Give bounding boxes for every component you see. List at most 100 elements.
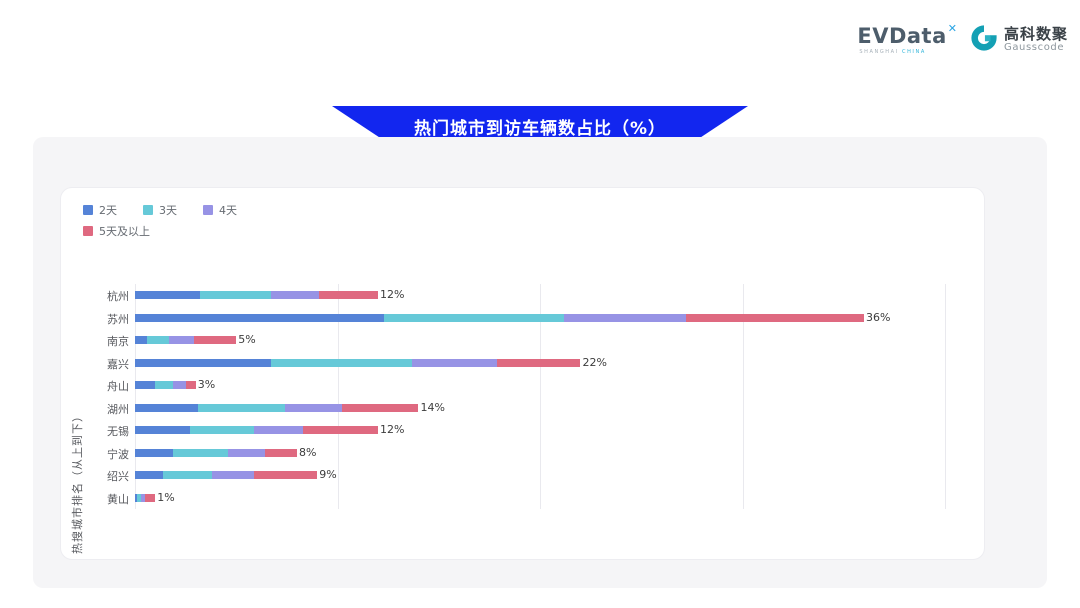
gausscode-g-icon [970, 24, 998, 56]
bar-segment-5天及以上 [319, 291, 378, 300]
total-value-label: 22% [582, 355, 607, 369]
bar-segment-4天 [412, 358, 498, 367]
bar-segment-4天 [270, 291, 320, 300]
content-panel: 2天 3天 4天 5天及以上 [33, 137, 1047, 588]
bar-segment-5天及以上 [685, 313, 864, 322]
bar-row: 12% [135, 423, 405, 437]
bar-row: 3% [135, 379, 215, 390]
total-value-label: 8% [298, 445, 317, 459]
legend-item-3days[interactable]: 3天 [143, 202, 177, 218]
bar-segment-2天 [135, 471, 164, 480]
legend-swatch-2days [83, 205, 93, 215]
chart-legend: 2天 3天 4天 5天及以上 [83, 202, 343, 244]
bar-segment-2天 [135, 291, 200, 300]
gausscode-logo: 高科数聚 Gausscode [970, 24, 1068, 56]
bar-segment-4天 [211, 471, 255, 480]
legend-item-2days[interactable]: 2天 [83, 202, 117, 218]
total-value-label: 5% [238, 333, 256, 347]
evdata-wordmark: EVData [857, 24, 947, 48]
bar-segment-2天 [135, 426, 190, 435]
evdata-subtext: SHANGHAI CHINA [859, 49, 956, 55]
total-value-label: 12% [379, 423, 405, 437]
category-label: 舟山 [107, 380, 129, 394]
category-label: 杭州 [107, 290, 129, 304]
category-label: 宁波 [107, 447, 129, 461]
bar-segment-5天及以上 [497, 358, 581, 367]
bar-segment-4天 [564, 313, 686, 322]
bar-segment-3天 [199, 291, 271, 300]
bar-segment-2天 [135, 403, 198, 412]
page-title: 热门城市到访车辆数占比（%） [413, 118, 667, 139]
bar-segment-2天 [135, 448, 174, 457]
chart-card: 2天 3天 4天 5天及以上 [60, 187, 985, 560]
bar-segment-2天 [135, 493, 138, 502]
total-value-label: 12% [379, 288, 405, 302]
bar-row: 36% [135, 310, 891, 324]
bar-segment-2天 [135, 313, 385, 322]
total-value-label: 36% [865, 310, 891, 324]
evdata-subtext-china: CHINA [901, 49, 926, 55]
legend-swatch-5days-plus [83, 226, 93, 236]
gridline-10 [337, 284, 339, 509]
bar-segment-5天及以上 [341, 403, 419, 412]
category-label: 绍兴 [107, 470, 129, 484]
bar-segment-3天 [270, 358, 413, 367]
bar-segment-3天 [155, 381, 174, 390]
bar-row: 14% [135, 400, 445, 414]
gridline-30 [742, 284, 744, 509]
gridline-40 [945, 284, 946, 509]
bar-row: 8% [135, 445, 317, 459]
category-label: 苏州 [107, 312, 129, 326]
legend-row-2: 5天及以上 [83, 223, 343, 239]
bar-segment-3天 [137, 493, 142, 502]
bar-segment-3天 [173, 448, 229, 457]
bar-segment-4天 [254, 426, 304, 435]
bar-segment-3天 [384, 313, 565, 322]
category-label: 黄山 [107, 492, 129, 506]
bar-row: 1% [135, 492, 175, 503]
bar-segment-5天及以上 [264, 448, 297, 457]
bar-row: 9% [135, 469, 337, 480]
gausscode-name-cn: 高科数聚 [1003, 24, 1068, 43]
bar-row: 22% [135, 355, 607, 369]
plot-area: 热搜城市排名（从上到下） 杭州 12% 苏州 36% 南京 5% 嘉兴 22% 舟山 3% 湖州 14… [71, 284, 946, 554]
bar-segment-3天 [197, 403, 285, 412]
gridline-20 [540, 284, 541, 509]
bar-segment-5天及以上 [193, 336, 237, 345]
legend-label-4days: 4天 [219, 204, 237, 217]
bar-segment-2天 [135, 381, 156, 390]
bar-segment-4天 [173, 381, 186, 390]
legend-label-3days: 3天 [159, 204, 177, 217]
bar-segment-4天 [284, 403, 342, 412]
legend-label-5days-plus: 5天及以上 [99, 225, 150, 238]
legend-item-5days-plus[interactable]: 5天及以上 [83, 223, 150, 239]
bar-segment-3天 [147, 336, 170, 345]
gausscode-names: 高科数聚 Gausscode [1003, 24, 1068, 53]
legend-label-2days: 2天 [99, 204, 117, 217]
category-label: 无锡 [107, 425, 129, 439]
bar-row: 5% [135, 333, 256, 347]
bar-segment-5天及以上 [303, 426, 378, 435]
evdata-subtext-shanghai: SHANGHAI [859, 49, 899, 55]
bar-segment-2天 [135, 336, 148, 345]
legend-item-4days[interactable]: 4天 [203, 202, 237, 218]
legend-row-1: 2天 3天 4天 [83, 202, 343, 218]
bar-segment-4天 [228, 448, 265, 457]
bar-segment-5天及以上 [145, 493, 156, 502]
bar-row: 12% [135, 288, 405, 302]
category-label: 嘉兴 [107, 357, 129, 371]
bar-segment-5天及以上 [254, 471, 318, 480]
bar-segment-4天 [169, 336, 194, 345]
evdata-x-icon: ✕ [947, 22, 957, 35]
gausscode-name-en: Gausscode [1003, 41, 1065, 53]
bar-segment-2天 [135, 358, 271, 367]
category-label: 南京 [107, 335, 129, 349]
legend-swatch-4days [203, 205, 213, 215]
total-value-label: 14% [420, 400, 445, 414]
legend-swatch-3days [143, 205, 153, 215]
bar-segment-3天 [163, 471, 212, 480]
evdata-logo: EVData✕ SHANGHAI CHINA [857, 22, 957, 55]
bar-segment-4天 [141, 493, 146, 502]
bar-segment-3天 [189, 426, 255, 435]
